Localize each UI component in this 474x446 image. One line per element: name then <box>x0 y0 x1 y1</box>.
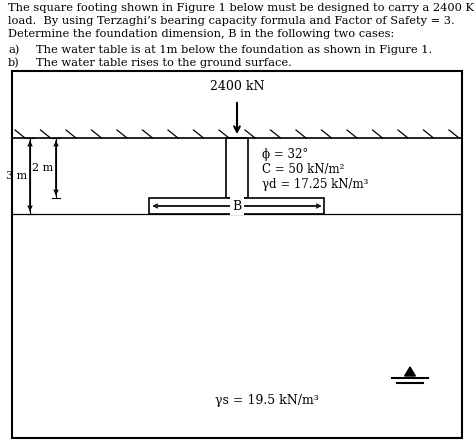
Text: load.  By using Terzaghi’s bearing capacity formula and Factor of Safety = 3.: load. By using Terzaghi’s bearing capaci… <box>8 16 455 26</box>
Text: 3 m: 3 m <box>6 171 27 181</box>
Text: The water table is at 1m below the foundation as shown in Figure 1.: The water table is at 1m below the found… <box>36 45 432 55</box>
Bar <box>226 138 248 198</box>
Text: b): b) <box>8 58 20 68</box>
Text: B: B <box>232 199 242 212</box>
Text: a): a) <box>8 45 19 55</box>
Bar <box>12 71 462 438</box>
Text: γd = 17.25 kN/m³: γd = 17.25 kN/m³ <box>262 178 368 191</box>
Polygon shape <box>405 367 415 376</box>
Text: The water table rises to the ground surface.: The water table rises to the ground surf… <box>36 58 292 68</box>
Text: γs = 19.5 kN/m³: γs = 19.5 kN/m³ <box>215 394 319 407</box>
Text: 2400 kN: 2400 kN <box>210 80 264 93</box>
Text: Determine the foundation dimension, B in the following two cases:: Determine the foundation dimension, B in… <box>8 29 394 39</box>
Text: ϕ = 32°: ϕ = 32° <box>262 148 308 161</box>
Text: C = 50 kN/m²: C = 50 kN/m² <box>262 163 345 176</box>
Text: The square footing shown in Figure 1 below must be designed to carry a 2400 KN: The square footing shown in Figure 1 bel… <box>8 3 474 13</box>
Text: 2 m: 2 m <box>32 163 53 173</box>
Bar <box>149 198 325 214</box>
